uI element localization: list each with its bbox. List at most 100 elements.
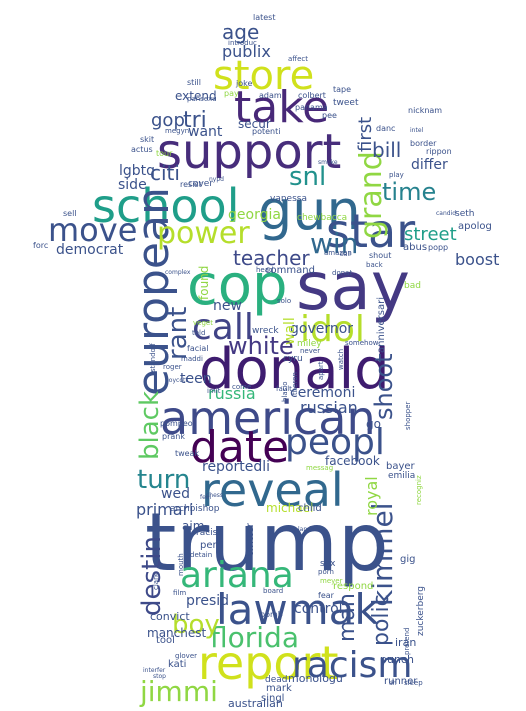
word: teacher [233,246,310,270]
word: extend [175,89,217,103]
word: call [192,307,254,348]
word: somehow [345,339,379,347]
word: nicknam [408,106,443,115]
word: cyru [283,354,303,364]
word: head [256,266,274,274]
word: dead [265,675,288,685]
word: maddi [181,355,203,363]
word: mouth [177,553,185,576]
word: pompeo [160,419,193,428]
word: peopl [285,422,385,463]
word: twitter [245,523,256,556]
word: forc [33,241,49,250]
word: recogniz [415,475,423,505]
word: perri [200,540,224,551]
word: detain [190,551,213,559]
word: glover [175,652,197,660]
word: introduc [228,39,257,47]
word: tri [183,108,207,133]
word: meyer [320,577,343,585]
word: new [213,298,242,314]
word: fear [318,591,334,600]
word: star [326,204,416,258]
word: pansexu [187,95,217,103]
word: potenti [252,127,281,136]
word: blasio [281,381,289,402]
word: differ [411,157,448,173]
word: take [234,82,330,133]
word: citi [150,161,180,185]
word: vanessa [270,194,307,204]
word: store [213,53,315,99]
word: manchest [147,626,207,640]
word: intel [410,127,424,134]
word: bomb [260,610,283,619]
word: reveal [201,463,344,517]
word: never [300,347,321,355]
word: tour [156,149,173,158]
word: publix [222,42,271,61]
word: donat [332,269,353,277]
word: imit [207,387,221,395]
word: clark [152,572,160,590]
word: kati [168,659,187,670]
word: control [294,601,343,617]
word: georgia [228,207,281,223]
word: singl [261,693,285,704]
word: governor [290,321,354,337]
word: win [310,227,359,260]
word: bad [404,281,421,291]
word: cop [187,253,288,318]
word: boost [455,250,500,269]
word: florida [210,621,299,654]
word: school [92,179,240,233]
word: pee [322,111,337,120]
word: russia [208,384,256,403]
word: resist [180,180,202,189]
word: wed [161,486,190,502]
word: boycott [165,377,188,384]
word: tweak [175,449,200,458]
word: skit [140,135,155,144]
word: rippon [426,147,452,156]
word: pay [224,89,239,98]
word: reportedli [202,459,271,475]
word: candid [436,210,457,217]
word: jimmi [140,675,218,708]
word: fault [276,385,292,393]
word: tweet [333,98,359,108]
word: presid [186,593,230,609]
word: street [404,224,457,245]
word: trump [145,496,389,589]
word: sex [320,559,336,569]
word: cover [188,179,214,189]
word: zuckerberg [416,585,426,636]
word: border [410,139,437,148]
word: runner [384,676,418,687]
word: support [157,124,342,180]
word: turn [137,465,191,495]
word: feel [200,494,212,501]
word: move [48,211,138,249]
word: stop [153,673,166,680]
word: latest [253,13,276,22]
word: told [192,329,206,337]
word: danc [376,124,396,133]
word: nypd [209,176,224,183]
word: solo [277,297,292,305]
word: australian [228,697,283,710]
word: time [382,178,437,206]
word: joke [236,79,253,88]
word: colbert [298,91,326,100]
word: still [187,78,201,87]
word: popp [428,243,449,252]
word: royal [362,476,381,516]
word: veget [193,319,213,327]
word: gig [400,554,416,565]
word: shoot [370,353,398,421]
word: apart [317,361,325,380]
word: bill [372,138,402,162]
word: apolog [458,221,492,232]
word: chewbacca [297,213,348,223]
